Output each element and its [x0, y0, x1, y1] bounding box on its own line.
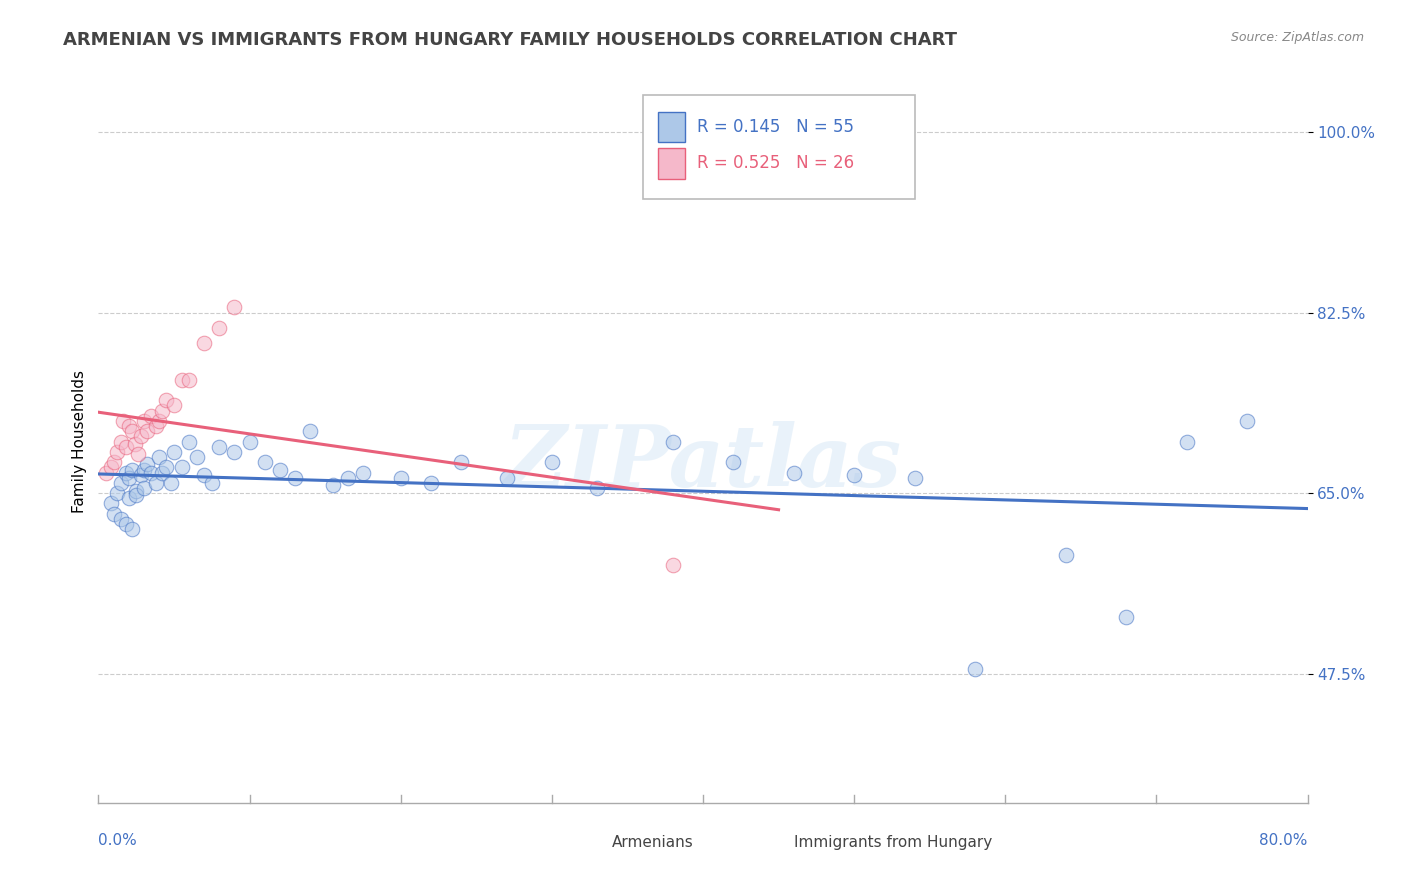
Point [224, 445, 246, 459]
Point [540, 455, 562, 469]
Point [965, 662, 987, 676]
Point [179, 434, 201, 449]
FancyBboxPatch shape [758, 831, 785, 858]
Point [114, 517, 136, 532]
Point [150, 466, 173, 480]
Point [186, 450, 208, 464]
Point [163, 445, 186, 459]
Point [208, 440, 231, 454]
Point [193, 336, 215, 351]
Point [253, 455, 276, 469]
Point [121, 463, 143, 477]
Point [145, 419, 167, 434]
Point [352, 466, 374, 480]
Point [1115, 610, 1137, 624]
Point [141, 466, 163, 480]
Text: ZIPatlas: ZIPatlas [503, 421, 903, 505]
Point [148, 414, 170, 428]
Point [336, 471, 359, 485]
Text: 80.0%: 80.0% [1260, 833, 1308, 848]
Text: R = 0.525   N = 26: R = 0.525 N = 26 [697, 154, 853, 172]
Point [160, 475, 183, 490]
Point [284, 471, 307, 485]
Point [239, 434, 262, 449]
Point [783, 466, 806, 480]
Point [723, 455, 745, 469]
Point [121, 424, 143, 438]
Text: 0.0%: 0.0% [98, 833, 138, 848]
Point [100, 460, 122, 475]
Point [114, 466, 136, 480]
Point [110, 512, 132, 526]
Point [129, 429, 152, 443]
Point [125, 484, 148, 499]
Point [586, 481, 609, 495]
Text: R = 0.145   N = 55: R = 0.145 N = 55 [697, 119, 853, 136]
Point [110, 475, 132, 490]
Point [163, 398, 186, 412]
Point [201, 475, 224, 490]
Point [155, 460, 177, 475]
Point [121, 522, 143, 536]
Text: Armenians: Armenians [613, 835, 695, 850]
Text: Immigrants from Hungary: Immigrants from Hungary [794, 835, 993, 850]
Y-axis label: Family Households: Family Households [72, 370, 87, 513]
Point [661, 558, 683, 573]
Point [420, 475, 443, 490]
Point [124, 436, 146, 450]
FancyBboxPatch shape [643, 95, 915, 200]
Point [110, 434, 132, 449]
Point [844, 467, 866, 482]
Point [100, 496, 122, 510]
Point [135, 424, 157, 438]
Point [118, 471, 141, 485]
Point [125, 488, 148, 502]
Point [118, 491, 141, 506]
Point [94, 466, 117, 480]
Point [661, 434, 683, 449]
Text: ARMENIAN VS IMMIGRANTS FROM HUNGARY FAMILY HOUSEHOLDS CORRELATION CHART: ARMENIAN VS IMMIGRANTS FROM HUNGARY FAMI… [63, 31, 957, 49]
Point [103, 507, 125, 521]
Point [179, 373, 201, 387]
Point [389, 471, 412, 485]
Point [1054, 548, 1077, 562]
Point [150, 403, 173, 417]
Point [145, 475, 167, 490]
Point [904, 471, 927, 485]
Point [103, 455, 125, 469]
Point [155, 393, 177, 408]
Point [141, 409, 163, 423]
Point [322, 478, 344, 492]
Point [170, 373, 193, 387]
Point [132, 414, 155, 428]
Point [114, 440, 136, 454]
Point [299, 424, 322, 438]
Point [495, 471, 517, 485]
Point [208, 321, 231, 335]
Point [1175, 434, 1198, 449]
Text: Source: ZipAtlas.com: Source: ZipAtlas.com [1230, 31, 1364, 45]
Point [127, 447, 149, 461]
Point [193, 467, 215, 482]
Point [111, 414, 134, 428]
Point [170, 460, 193, 475]
Point [105, 445, 128, 459]
Point [224, 301, 246, 315]
Point [129, 467, 152, 482]
Point [269, 463, 291, 477]
Point [135, 457, 157, 471]
Point [132, 463, 155, 477]
Point [148, 450, 170, 464]
FancyBboxPatch shape [658, 148, 685, 178]
Point [118, 419, 141, 434]
Point [450, 455, 472, 469]
Point [1236, 414, 1258, 428]
Point [105, 486, 128, 500]
Point [132, 481, 155, 495]
FancyBboxPatch shape [658, 112, 685, 143]
FancyBboxPatch shape [576, 831, 603, 858]
